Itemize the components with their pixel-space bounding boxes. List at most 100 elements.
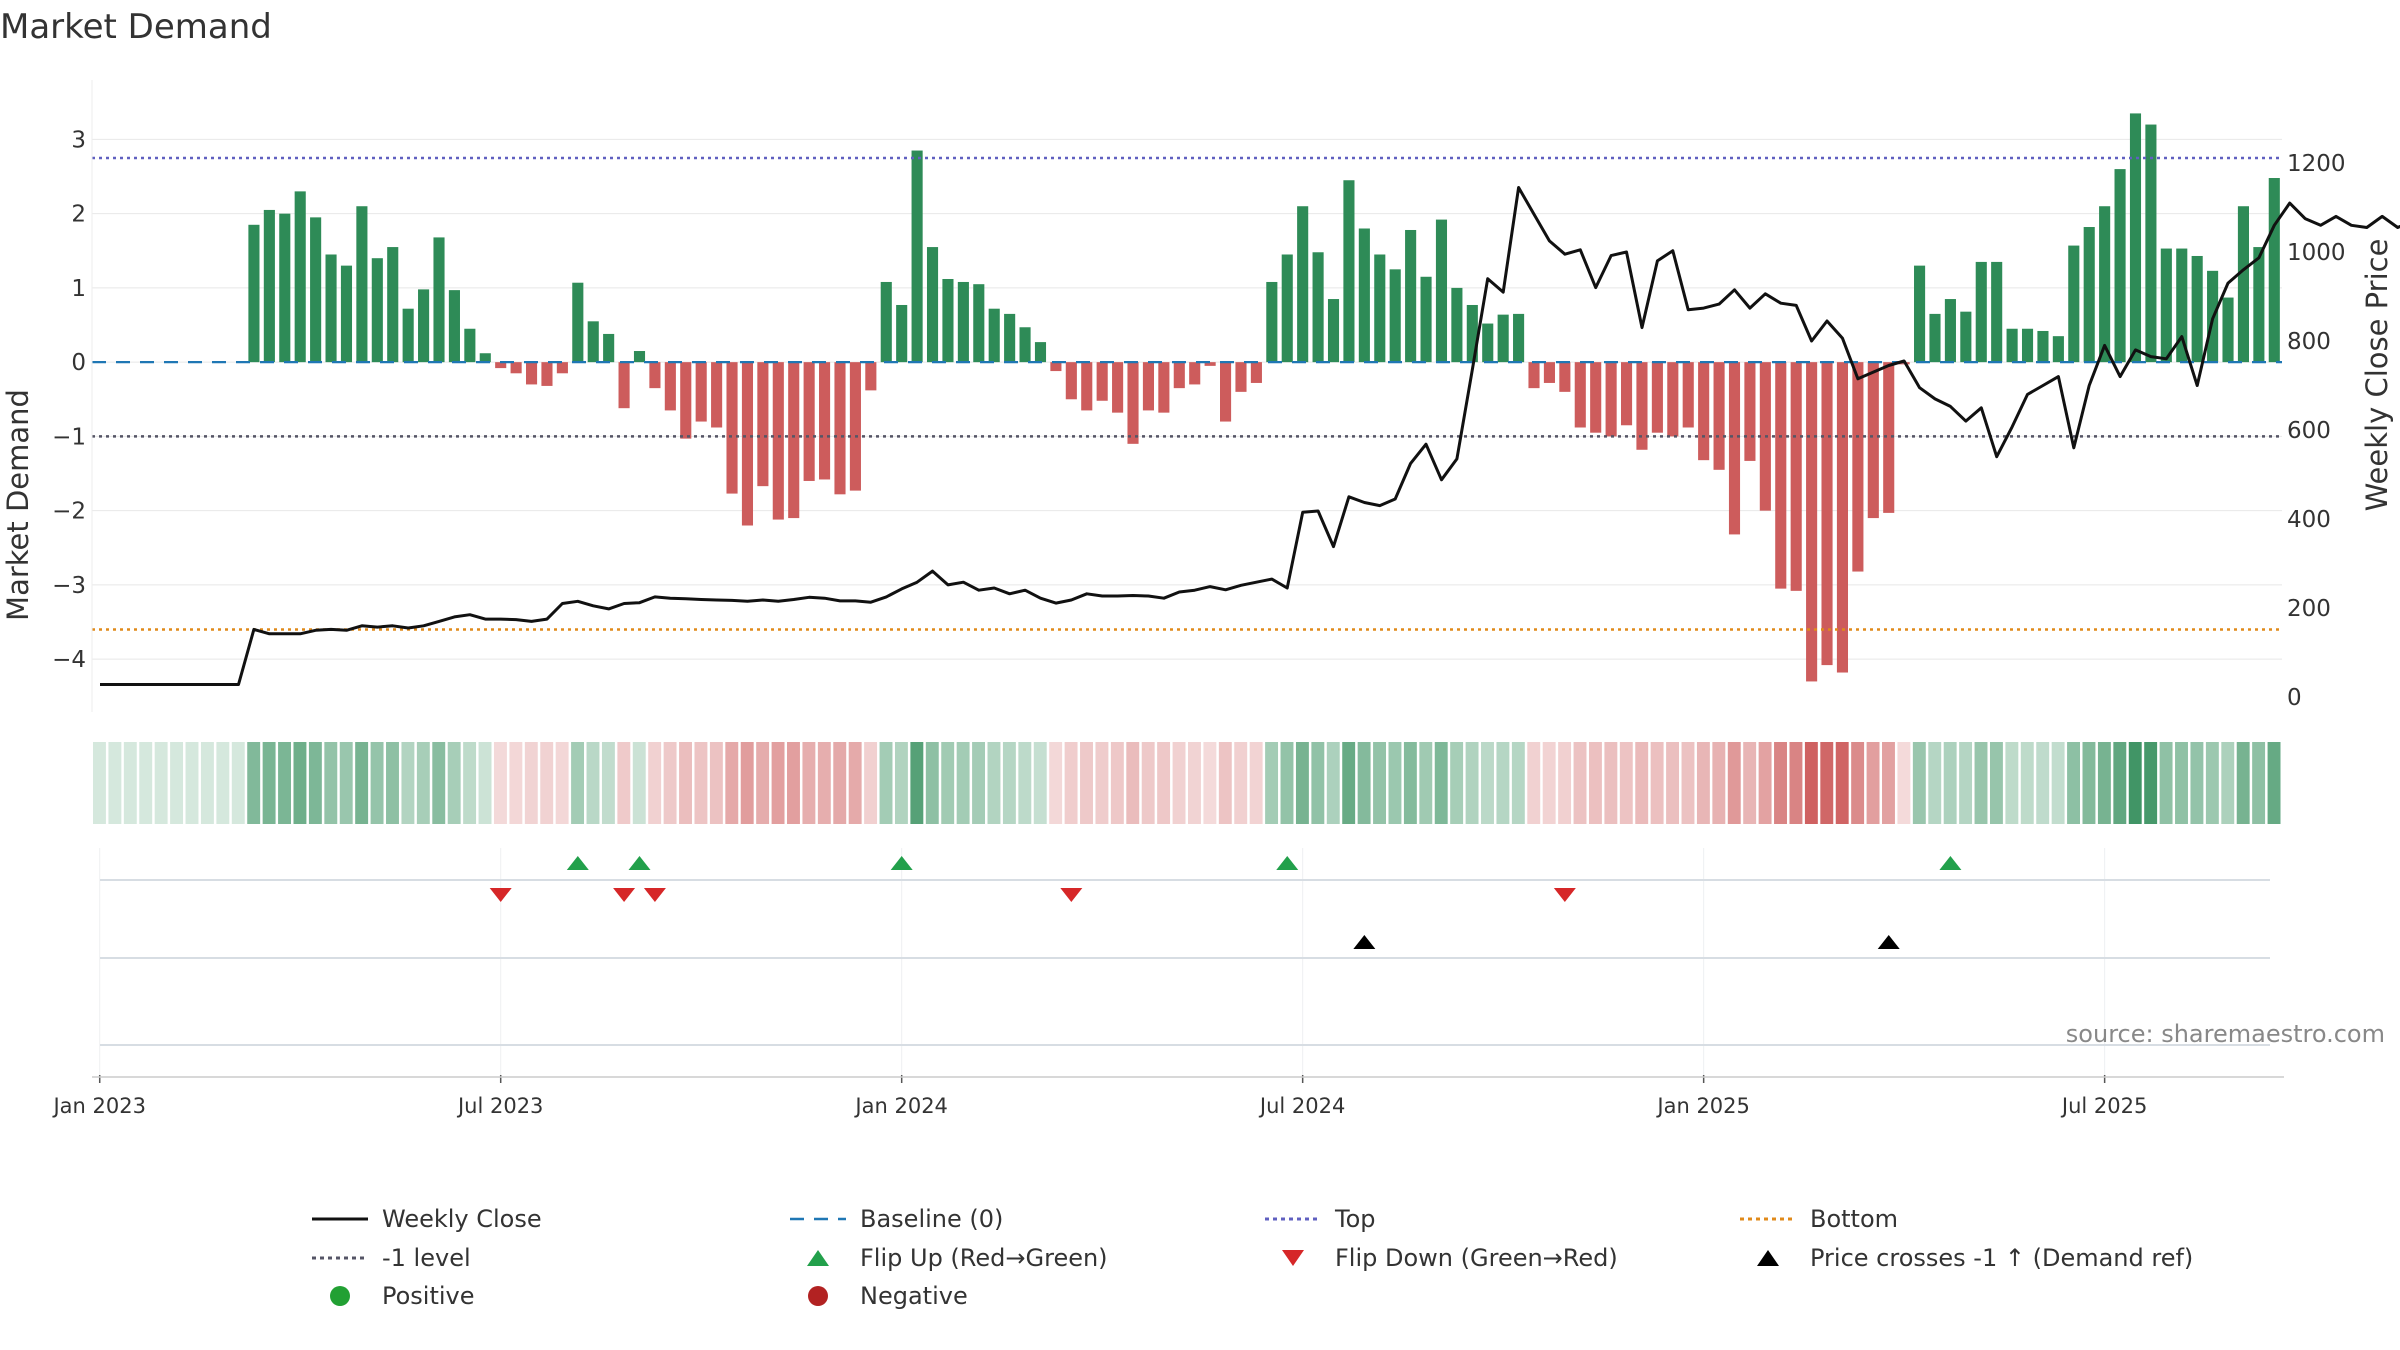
- heat-cell: [1481, 742, 1494, 824]
- demand-bar: [1004, 313, 1016, 363]
- heat-cell: [987, 742, 1001, 824]
- demand-bar: [448, 290, 460, 363]
- flip-down-marker: [613, 888, 636, 902]
- demand-bar: [772, 362, 784, 520]
- demand-bar: [1142, 362, 1154, 411]
- heat-cell: [1049, 742, 1063, 824]
- y-tick-label: −4: [52, 647, 86, 673]
- demand-bar: [1960, 311, 1972, 363]
- heat-cell: [1110, 742, 1124, 824]
- demand-bar: [1250, 362, 1262, 383]
- demand-bar: [1836, 362, 1849, 673]
- demand-bar: [849, 362, 861, 491]
- heat-cell: [1234, 742, 1248, 824]
- heat-cell: [1712, 742, 1726, 824]
- heat-cell: [1897, 742, 1911, 824]
- demand-bar: [263, 209, 275, 363]
- legend-symbol-positive: [330, 1286, 350, 1306]
- y2-tick-label: 1200: [2287, 151, 2346, 177]
- heat-cell: [2051, 742, 2065, 824]
- x-tick-label: Jan 2023: [51, 1094, 146, 1118]
- demand-bar: [1065, 362, 1077, 400]
- heat-cell: [93, 742, 106, 824]
- heat-cell: [1095, 742, 1109, 824]
- heat-cell: [2175, 742, 2188, 824]
- demand-bar: [479, 353, 491, 363]
- heat-cell: [540, 742, 554, 824]
- demand-bar: [356, 206, 368, 363]
- demand-bar: [1590, 362, 1602, 433]
- demand-bar: [2253, 247, 2265, 363]
- heat-cell: [1928, 742, 1942, 824]
- demand-bar: [572, 282, 584, 363]
- demand-bar: [1204, 362, 1216, 366]
- demand-bar: [2021, 328, 2034, 363]
- chart-title: Market Demand: [0, 7, 272, 47]
- heat-cell: [1943, 742, 1957, 824]
- demand-bar: [248, 224, 260, 363]
- y2-tick-label: 400: [2287, 507, 2331, 533]
- heat-cell: [2190, 742, 2204, 824]
- heat-cell: [632, 742, 646, 824]
- flip-up-marker: [628, 856, 651, 870]
- flip-up-marker: [890, 856, 913, 870]
- close-line-layer: [100, 186, 2400, 686]
- heat-cell: [262, 742, 276, 824]
- flip-up-marker: [1276, 856, 1299, 870]
- demand-bar: [664, 362, 676, 411]
- heat-cell: [910, 742, 924, 824]
- demand-bar: [603, 333, 615, 363]
- heat-cell: [1619, 742, 1633, 824]
- heat-cell: [1789, 742, 1803, 824]
- legend-label: Flip Down (Green→Red): [1335, 1244, 1618, 1272]
- demand-bar: [340, 265, 353, 363]
- demand-bar: [1235, 362, 1247, 392]
- demand-bar: [2114, 169, 2126, 363]
- demand-bar: [896, 304, 908, 363]
- demand-bar: [1435, 219, 1448, 363]
- heat-cell: [941, 742, 955, 824]
- demand-bar: [1682, 362, 1694, 428]
- heat-cell: [1311, 742, 1325, 824]
- heat-cell: [1002, 742, 1016, 824]
- heat-cell: [509, 742, 523, 824]
- heat-cell: [1357, 742, 1371, 824]
- heat-cell: [956, 742, 970, 824]
- demand-bar: [1374, 254, 1386, 363]
- demand-bar: [556, 362, 568, 374]
- demand-bar: [1297, 206, 1309, 363]
- heat-cell: [293, 742, 307, 824]
- demand-bar: [1806, 362, 1818, 682]
- demand-bar: [1081, 362, 1093, 411]
- heat-cell: [617, 742, 631, 824]
- y2-axis-label: Weekly Close Price: [2360, 239, 2394, 512]
- demand-bar: [402, 308, 414, 363]
- heat-cell: [493, 742, 507, 824]
- demand-bar: [1112, 362, 1124, 413]
- demand-bar: [2222, 297, 2234, 363]
- demand-bar: [1482, 323, 1494, 363]
- demand-bar: [2083, 227, 2095, 363]
- demand-bar: [1281, 254, 1293, 363]
- heat-cell: [740, 742, 754, 824]
- demand-bar: [618, 362, 630, 409]
- demand-bar: [2037, 330, 2049, 363]
- markers-layer: [489, 856, 1962, 949]
- heat-cell: [771, 742, 785, 824]
- demand-bar: [2129, 113, 2142, 363]
- demand-bar: [1466, 304, 1478, 363]
- heat-cell: [1403, 742, 1417, 824]
- legend-label: -1 level: [382, 1244, 471, 1272]
- demand-bar: [1451, 287, 1463, 363]
- heat-cell: [787, 742, 800, 824]
- heat-cell: [2020, 742, 2034, 824]
- demand-bar: [418, 289, 430, 363]
- heat-cell: [170, 742, 184, 824]
- demand-bar: [1728, 362, 1741, 535]
- heat-cell: [679, 742, 692, 824]
- y-tick-label: 3: [71, 127, 86, 153]
- heat-cell: [108, 742, 122, 824]
- demand-bar: [1605, 362, 1617, 437]
- heat-cell: [648, 742, 662, 824]
- heat-cell: [1172, 742, 1186, 824]
